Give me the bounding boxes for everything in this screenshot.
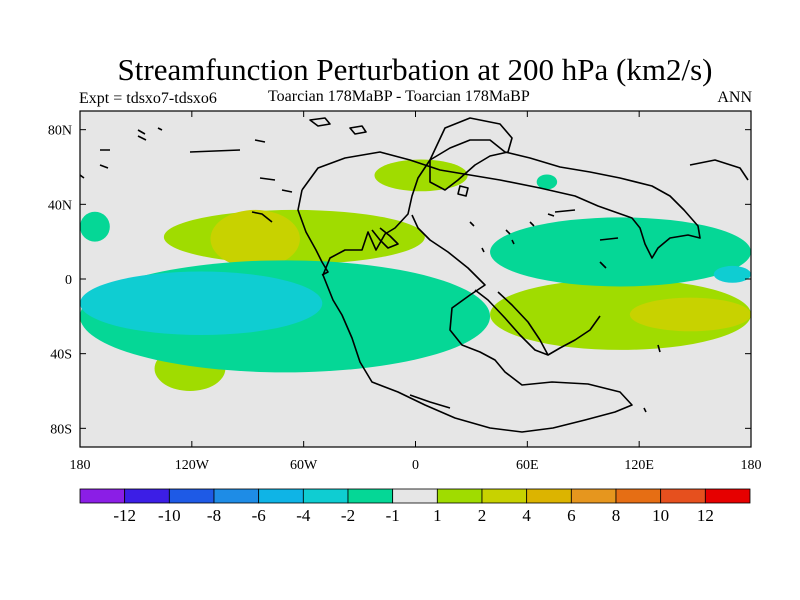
x-tick-label: 120E (624, 458, 654, 473)
coastline-arctic-fragments (99, 139, 661, 353)
colorbar-label: -12 (113, 506, 136, 525)
contour-region-tethys-negative (490, 217, 751, 287)
contour-region-north-atlantic-positive (374, 159, 468, 192)
colorbar-swatch (124, 488, 170, 504)
contour-region-north-pacific-core (210, 209, 300, 268)
colorbar-label: 6 (567, 506, 576, 525)
colorbar-swatch (213, 488, 260, 504)
coastline-india (547, 315, 601, 356)
colorbar-swatch (168, 488, 215, 504)
coastline-africa-east (474, 289, 549, 356)
colorbar-swatch (660, 488, 706, 504)
coastline-western-islands (80, 127, 273, 223)
colorbar-swatch (436, 488, 483, 504)
y-tick-label: 40S (50, 348, 72, 363)
x-tick-label: 60W (290, 458, 318, 473)
colorbar-swatch (302, 488, 349, 504)
x-tick-label: 180 (70, 458, 91, 473)
colorbar-label: -2 (341, 506, 355, 525)
coastline-east-archipelago (689, 159, 749, 181)
season-label: ANN (717, 89, 752, 106)
colorbar-label: 12 (697, 506, 714, 525)
x-tick-label: 180 (741, 458, 762, 473)
coastline-north-island-2 (309, 117, 331, 127)
experiment-label: Expt = tdsxo7-tdsxo6 (79, 90, 217, 107)
colorbar-label: 2 (478, 506, 487, 525)
colorbar-label: 4 (522, 506, 531, 525)
contour-region-south-indian-core (629, 297, 751, 332)
colorbar-label: -8 (207, 506, 221, 525)
y-tick-label: 80S (50, 422, 72, 437)
coastline-north-island-1 (349, 125, 367, 135)
colorbar-label: 10 (652, 506, 669, 525)
colorbar-label: 1 (433, 506, 442, 525)
coastline-north-america-west (297, 189, 329, 276)
axis-layer: 180 120W 60W 0 60E 120E 180 80N 40N 0 40S 80S (48, 111, 762, 473)
colorbar-swatch (481, 488, 528, 504)
colorbar-swatch (347, 488, 394, 504)
colorbar-label: -4 (296, 506, 311, 525)
x-tick-label: 60E (516, 458, 539, 473)
coastline-gulf (371, 227, 399, 249)
colorbar-swatch (704, 488, 751, 504)
coastline-greenland (429, 117, 513, 191)
y-tick-label: 0 (65, 273, 72, 288)
contour-region-siberia-negative (536, 174, 558, 190)
x-tick-label: 120W (175, 458, 210, 473)
coastline-antarctic-bay (409, 394, 451, 409)
x-tick-label: 0 (412, 458, 419, 473)
colorbar-swatch (526, 488, 572, 504)
colorbar-label: -10 (158, 506, 181, 525)
colorbar-swatch (392, 488, 438, 504)
colorbar-label: 8 (612, 506, 621, 525)
contour-region-west-pacific-negative (80, 211, 110, 242)
contour-region-tropical-pacific-core (80, 271, 323, 335)
colorbar-label: -1 (386, 506, 400, 525)
coastline-north-island-3 (457, 185, 469, 197)
y-tick-label: 40N (48, 198, 72, 213)
coastline-pangea (301, 139, 701, 433)
y-tick-label: 80N (48, 124, 72, 139)
colorbar-label: -6 (252, 506, 266, 525)
colorbar: -12 -10 -8 -6 -4 -2 -1 1 2 4 6 8 10 12 (79, 488, 751, 525)
colorbar-swatch (570, 488, 617, 504)
contour-region-east-tethys-core (713, 265, 751, 283)
contour-region-south-indian-positive (490, 279, 751, 350)
colorbar-swatch (79, 488, 126, 504)
coastline-layer (80, 117, 749, 433)
colorbar-swatch (258, 488, 304, 504)
period-label: Toarcian 178MaBP - Toarcian 178MaBP (268, 88, 530, 105)
colorbar-swatch (615, 488, 662, 504)
contour-fill-layer (80, 159, 751, 391)
chart-title: Streamfunction Perturbation at 200 hPa (… (117, 52, 713, 87)
coastline-small-islands (469, 213, 647, 413)
